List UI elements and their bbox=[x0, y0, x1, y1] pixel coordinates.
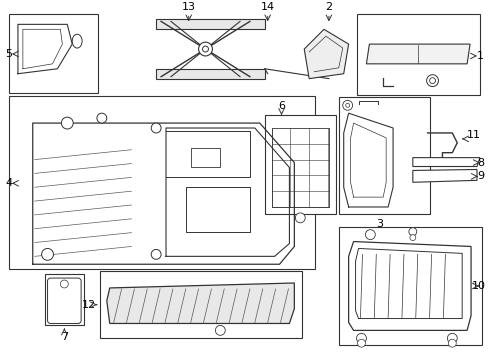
Circle shape bbox=[409, 235, 415, 240]
Text: 7: 7 bbox=[61, 332, 68, 342]
Bar bbox=[190, 148, 220, 167]
Circle shape bbox=[60, 280, 68, 288]
Text: 11: 11 bbox=[466, 130, 480, 140]
Circle shape bbox=[429, 78, 435, 84]
Circle shape bbox=[61, 117, 73, 129]
Polygon shape bbox=[304, 29, 348, 78]
Text: 2: 2 bbox=[325, 1, 332, 12]
Text: 14: 14 bbox=[260, 1, 274, 12]
Text: 10: 10 bbox=[471, 281, 485, 291]
Text: 1: 1 bbox=[476, 51, 483, 61]
Circle shape bbox=[198, 42, 212, 56]
Text: 8: 8 bbox=[476, 158, 483, 167]
Bar bbox=[55, 288, 73, 310]
Circle shape bbox=[345, 103, 349, 107]
Circle shape bbox=[357, 339, 365, 347]
Circle shape bbox=[151, 249, 161, 259]
Bar bbox=[264, 115, 335, 214]
Circle shape bbox=[202, 46, 208, 52]
Circle shape bbox=[447, 333, 456, 343]
Circle shape bbox=[97, 113, 106, 123]
Circle shape bbox=[365, 230, 374, 239]
Bar bbox=[9, 14, 98, 94]
Polygon shape bbox=[412, 158, 479, 167]
Text: 5: 5 bbox=[5, 49, 12, 59]
Circle shape bbox=[215, 325, 225, 335]
Bar bbox=[156, 69, 264, 78]
Polygon shape bbox=[106, 283, 294, 324]
Circle shape bbox=[342, 100, 352, 110]
Bar bbox=[156, 19, 264, 29]
Bar bbox=[338, 227, 481, 345]
Polygon shape bbox=[412, 170, 476, 182]
Bar bbox=[271, 128, 328, 207]
Bar bbox=[356, 14, 479, 95]
Bar bbox=[185, 187, 249, 232]
Circle shape bbox=[295, 213, 305, 223]
Text: 3: 3 bbox=[375, 219, 382, 229]
Circle shape bbox=[426, 75, 438, 86]
Text: 6: 6 bbox=[278, 101, 285, 111]
Text: 13: 13 bbox=[182, 1, 195, 12]
Ellipse shape bbox=[72, 34, 82, 48]
Circle shape bbox=[41, 248, 53, 260]
Text: 9: 9 bbox=[476, 171, 483, 181]
Text: 12: 12 bbox=[81, 300, 96, 310]
Circle shape bbox=[408, 228, 416, 235]
Bar bbox=[44, 274, 84, 325]
Text: 4: 4 bbox=[5, 178, 12, 188]
Bar bbox=[100, 271, 302, 338]
Polygon shape bbox=[366, 44, 469, 64]
Circle shape bbox=[447, 339, 455, 347]
FancyBboxPatch shape bbox=[47, 278, 81, 324]
Bar bbox=[419, 159, 468, 165]
Polygon shape bbox=[348, 242, 470, 330]
Circle shape bbox=[151, 123, 161, 133]
Circle shape bbox=[356, 333, 366, 343]
Bar bbox=[338, 98, 429, 214]
Bar bbox=[9, 96, 314, 269]
